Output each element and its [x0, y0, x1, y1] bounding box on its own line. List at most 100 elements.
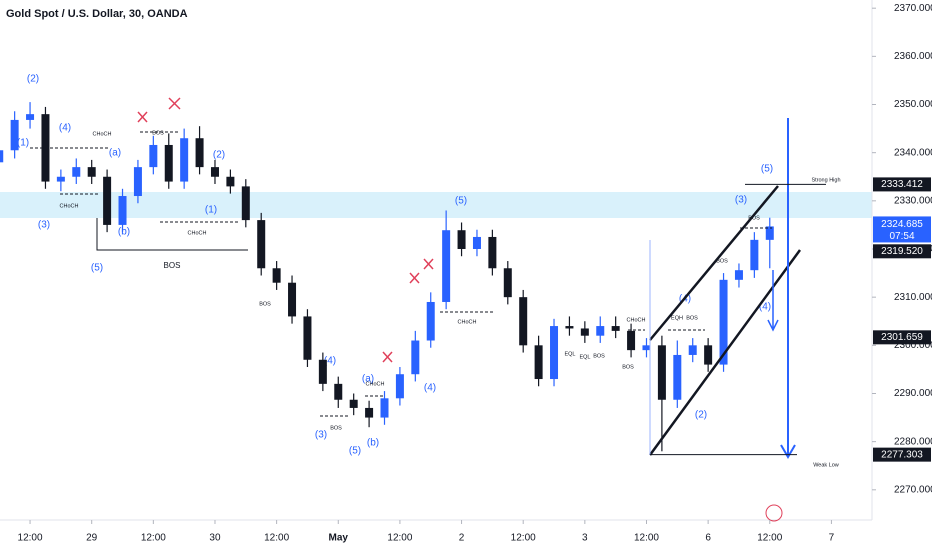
candle-body	[241, 186, 250, 221]
candle-body	[118, 196, 127, 225]
annotation: CHoCH	[627, 317, 646, 323]
annotation: BOS	[259, 301, 271, 307]
annotation: BOS	[748, 215, 760, 221]
candle-body	[395, 374, 404, 399]
candle-body	[164, 144, 173, 182]
annotation: (b)	[118, 227, 130, 238]
x-tick-label: 29	[86, 533, 98, 544]
candle-body	[765, 226, 774, 240]
annotation: (1)	[17, 138, 29, 149]
candle-body	[488, 236, 497, 269]
y-tick-label: 2300.000	[894, 340, 932, 351]
x-tick-label: 6	[705, 533, 711, 544]
y-tick-label: 2360.000	[894, 51, 932, 62]
annotation: EQH	[671, 315, 683, 321]
candle-body	[704, 345, 713, 365]
cross-mark	[137, 97, 434, 363]
candle-body	[334, 383, 343, 400]
countdown: 07:54	[889, 231, 914, 242]
candle-body	[734, 270, 743, 280]
chart-title: Gold Spot / U.S. Dollar, 30, OANDA	[6, 8, 188, 20]
candle-body	[411, 340, 420, 375]
annotation: (2)	[27, 74, 39, 85]
price-tag-label: 2277.303	[881, 449, 923, 460]
candle-body	[318, 359, 327, 384]
price-tag-label: 2319.520	[881, 246, 923, 257]
candle-body	[596, 326, 605, 336]
down-arrow	[780, 118, 796, 459]
candle-body	[750, 239, 759, 271]
annotation: (a)	[109, 148, 121, 159]
candle-body	[503, 268, 512, 298]
annotation: (2)	[213, 150, 225, 161]
candle-body	[257, 220, 266, 269]
channel-bottom	[648, 249, 802, 456]
drawings	[30, 97, 802, 522]
annotation: BOS	[330, 425, 342, 431]
candle-body	[149, 144, 158, 168]
candle-body	[133, 167, 142, 197]
bos-line	[96, 218, 248, 251]
price-tag	[873, 177, 931, 192]
x-tick-label: 3	[582, 533, 588, 544]
annotation: (3)	[38, 220, 50, 231]
candle-body	[457, 230, 466, 249]
annotation: Strong High	[811, 177, 840, 183]
annotation: BOS	[622, 364, 634, 370]
candle-body	[580, 328, 589, 336]
annotation: (b)	[367, 438, 379, 449]
annotation: (3)	[735, 195, 747, 206]
candle-body	[103, 176, 112, 225]
candle-body	[442, 230, 451, 302]
annotation: CHoCH	[60, 203, 79, 209]
candle-body	[56, 176, 65, 182]
candle-body	[565, 326, 574, 329]
annotation: BOS	[686, 315, 698, 321]
annotation: BOS	[152, 130, 164, 136]
event-icon	[765, 504, 783, 522]
annotation: (4)	[59, 123, 71, 134]
candle-body	[519, 297, 528, 346]
annotation: EQL	[564, 351, 575, 357]
candle-body	[365, 407, 374, 418]
annotation: CHoCH	[93, 131, 112, 137]
candle-body	[688, 345, 697, 355]
candle-body	[642, 345, 651, 351]
y-tick-label: 2280.000	[894, 436, 932, 447]
candle-body	[627, 330, 636, 351]
annotation: BOS	[716, 258, 728, 264]
price-tag-label: 2333.412	[881, 179, 923, 190]
last-price-label: 2324.685	[881, 219, 923, 230]
annotation: (5)	[91, 263, 103, 274]
x-tick-label: 12:00	[511, 533, 536, 544]
candle-body	[72, 167, 81, 177]
annotation: EQL	[579, 354, 590, 360]
annotation: (3)	[315, 430, 327, 441]
annotation: CHoCH	[366, 381, 385, 387]
annotation: (5)	[761, 164, 773, 175]
candle-body	[26, 114, 35, 120]
candle-body	[226, 176, 235, 187]
annotation: (2)	[695, 410, 707, 421]
annotation: (4)	[424, 383, 436, 394]
y-tick-label: 2350.000	[894, 99, 932, 110]
x-tick-label: 12:00	[757, 533, 782, 544]
x-tick-label: 12:00	[634, 533, 659, 544]
x-tick-label: 12:00	[264, 533, 289, 544]
candle-body	[550, 326, 559, 380]
candle-body	[272, 268, 281, 283]
candle-body	[719, 279, 728, 365]
candle-body	[657, 345, 666, 400]
annotation: Weak Low	[813, 462, 839, 468]
x-tick-label: 30	[209, 533, 221, 544]
price-tag	[873, 244, 931, 259]
annotation: (4)	[759, 302, 771, 313]
annotation: BOS	[164, 261, 181, 270]
y-tick-label: 2270.000	[894, 484, 932, 495]
annotation: (5)	[455, 196, 467, 207]
candle-body	[180, 138, 189, 182]
candle-body	[349, 399, 358, 408]
y-tick-label: 2290.000	[894, 388, 932, 399]
annotations: (2)(1)(4)CHoCH(a)BOS(2)(1)(3)CHoCH(b) CHo…	[17, 74, 841, 469]
